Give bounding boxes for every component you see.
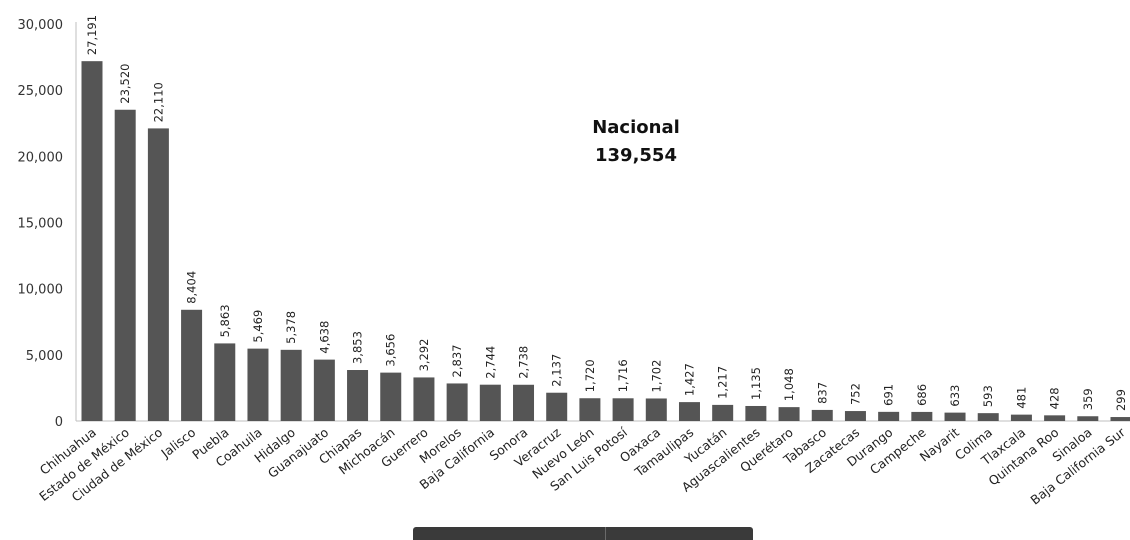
data-label: 299 [1114, 389, 1128, 411]
data-label: 686 [915, 384, 929, 406]
bar [645, 398, 667, 421]
data-label: 2,738 [517, 346, 531, 379]
data-label: 1,427 [682, 363, 696, 396]
bar [878, 411, 900, 421]
data-label: 1,702 [649, 360, 663, 393]
bars-group [81, 61, 1130, 422]
y-tick-label: 15,000 [18, 217, 64, 232]
data-label: 5,378 [284, 311, 298, 344]
bar [247, 348, 269, 421]
data-label: 27,191 [85, 15, 99, 55]
bar [712, 404, 734, 421]
bar [1077, 416, 1099, 421]
bar [811, 409, 833, 421]
data-label: 2,137 [550, 354, 564, 387]
data-label: 633 [948, 385, 962, 407]
bar [446, 383, 468, 421]
bar [513, 384, 535, 421]
data-label: 2,837 [450, 345, 464, 378]
bar [579, 398, 601, 421]
data-label: 22,110 [151, 82, 165, 122]
y-tick-label: 5,000 [26, 349, 63, 364]
bottom-bar-divider [605, 527, 606, 540]
data-labels-group: 27,191 23,520 22,110 8,404 5,863 5,469 5,378 4,… [85, 15, 1128, 411]
y-tick-label: 30,000 [18, 18, 64, 33]
bar [413, 377, 435, 421]
bar [678, 402, 700, 421]
data-label: 752 [848, 383, 862, 405]
bottom-control-bar[interactable] [413, 527, 753, 540]
data-label: 593 [981, 385, 995, 407]
data-label: 359 [1081, 388, 1095, 410]
y-tick-label: 10,000 [18, 283, 64, 298]
data-label: 5,863 [218, 304, 232, 337]
bar [944, 412, 966, 421]
bar [181, 309, 203, 421]
bar [844, 411, 866, 421]
data-label: 428 [1048, 387, 1062, 409]
bar [977, 413, 999, 421]
bar [313, 359, 335, 421]
bar [347, 370, 369, 421]
bar [778, 407, 800, 421]
bar [214, 343, 236, 421]
data-label: 4,638 [317, 321, 331, 354]
y-tick-label: 25,000 [18, 84, 64, 99]
data-label: 3,853 [351, 331, 365, 364]
data-label: 837 [815, 382, 829, 404]
data-label: 2,744 [483, 346, 497, 379]
bar [1044, 415, 1066, 421]
bar [81, 61, 103, 422]
data-label: 3,292 [417, 338, 431, 371]
data-label: 5,469 [251, 310, 265, 343]
national-total-label: Nacional [592, 117, 680, 138]
bar [612, 398, 634, 421]
bar [546, 392, 568, 421]
national-total-value: 139,554 [595, 145, 677, 166]
bar [1010, 414, 1032, 421]
bar [911, 411, 933, 421]
data-label: 1,716 [616, 359, 630, 392]
bar [147, 128, 169, 421]
bar [280, 349, 302, 421]
data-label: 8,404 [185, 271, 199, 304]
data-label: 23,520 [118, 64, 132, 104]
data-label: 1,135 [749, 367, 763, 400]
bar [114, 109, 136, 421]
data-label: 1,720 [583, 359, 597, 392]
bar [380, 372, 402, 421]
y-tick-label: 0 [55, 415, 63, 430]
bar [745, 405, 767, 421]
bar [1110, 417, 1130, 421]
data-label: 691 [882, 384, 896, 406]
y-tick-label: 20,000 [18, 150, 64, 165]
data-label: 3,656 [384, 334, 398, 367]
data-label: 1,217 [716, 366, 730, 399]
bar [479, 384, 501, 421]
data-label: 1,048 [782, 368, 796, 401]
data-label: 481 [1014, 387, 1028, 409]
y-axis: 0 5,000 10,000 15,000 20,000 25,000 30,000 [18, 18, 64, 430]
